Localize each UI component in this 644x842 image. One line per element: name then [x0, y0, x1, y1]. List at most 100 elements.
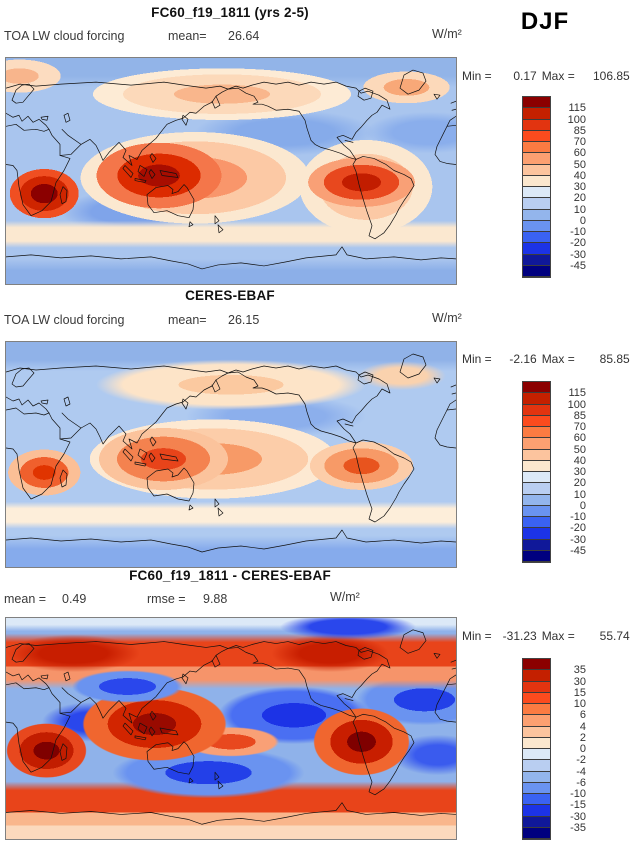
colorbar-segment [523, 243, 550, 255]
colorbar-tick-label: 70 [573, 136, 586, 148]
colorbar-tick-label: 20 [573, 192, 586, 205]
colorbar-segment [523, 726, 550, 738]
panel3-min-label: Min = [462, 629, 492, 643]
model-map [5, 57, 457, 285]
panel1-max-value: 106.85 [593, 69, 630, 83]
colorbar-tick-label: 0 [579, 499, 586, 512]
colorbar-segment [523, 670, 550, 682]
colorbar-segment [523, 153, 550, 165]
colorbar-segment [523, 232, 550, 244]
colorbar-segment [523, 187, 550, 199]
colorbar-segment [523, 539, 550, 551]
panel1-mean-value: 26.64 [228, 29, 260, 43]
colorbar-tick-label: 40 [573, 169, 586, 182]
panel3-rmse-value: 9.88 [203, 592, 228, 606]
colorbar-segment [523, 715, 550, 727]
season-label: DJF [520, 8, 570, 35]
colorbar-tick-label: 35 [573, 664, 586, 677]
colorbar-segment [523, 794, 550, 806]
colorbar-segment [523, 220, 550, 232]
colorbar-segment [523, 382, 550, 394]
colorbar-tick-label: 4 [579, 720, 586, 733]
colorbar-segment [523, 749, 550, 761]
colorbar-segment [523, 438, 550, 450]
colorbar-tick-label: 70 [573, 421, 586, 433]
colorbar-segment [523, 704, 550, 716]
colorbar-tick-label: 85 [573, 409, 586, 422]
obs-map [5, 341, 457, 568]
panel1-variable-label: TOA LW cloud forcing [4, 29, 125, 43]
colorbar-segment [523, 681, 550, 693]
panel1-minmax: Min = 0.17 Max = 106.85 [462, 69, 642, 83]
colorbar-segment [523, 737, 550, 749]
colorbar-tick-label: 30 [573, 466, 586, 478]
colorbar-segment [523, 494, 550, 506]
colorbar-segment [523, 427, 550, 439]
colorbar-tick-label: 6 [579, 709, 586, 722]
panel1-max-label: Max = [541, 69, 575, 83]
colorbar-segment [523, 393, 550, 405]
colorbar-segment [523, 550, 550, 562]
colorbar-tick-label: -20 [570, 237, 586, 250]
panel2-min-value: -2.16 [509, 352, 537, 366]
colorbar-segment [523, 517, 550, 529]
panel2-title: CERES-EBAF [185, 288, 275, 303]
panel2-max-value: 85.85 [599, 352, 630, 366]
panel2-mean-label: mean= [168, 313, 207, 327]
colorbar-tick-label: 100 [567, 398, 586, 411]
colorbar-segment [523, 209, 550, 221]
colorbar-tick-label: -10 [570, 788, 586, 800]
colorbar-segment [523, 404, 550, 416]
colorbar-tick-label: 0 [579, 214, 586, 227]
colorbar-segment [523, 254, 550, 266]
colorbar-tick-label: -2 [576, 754, 586, 767]
colorbar-segment [523, 760, 550, 772]
colorbar-segment [523, 265, 550, 277]
colorbar-segment [523, 142, 550, 154]
colorbar-tick-label: -30 [570, 248, 586, 261]
panel3-units: W/m² [330, 590, 360, 604]
colorbar-tick-label: 50 [573, 158, 586, 171]
colorbar-tick-label: 100 [567, 113, 586, 126]
panel1-min-label: Min = [462, 69, 492, 83]
coastline-overlay [6, 353, 456, 553]
colorbar-segment [523, 460, 550, 472]
colorbar-tick-label: 115 [568, 102, 586, 115]
colorbar-segment [523, 415, 550, 427]
colorbar-segment [523, 449, 550, 461]
coastline-overlay [6, 629, 456, 825]
colorbar-tick-label: -45 [570, 544, 586, 557]
colorbar-segment [523, 816, 550, 828]
panel2-minmax: Min = -2.16 Max = 85.85 [462, 352, 642, 366]
colorbar-tick-label: -10 [570, 511, 586, 523]
colorbar-segment [523, 483, 550, 495]
colorbar-tick-label: 60 [573, 432, 586, 445]
colorbar-tick-label: -15 [570, 799, 586, 812]
colorbar-tick-label: 10 [573, 203, 586, 216]
panel2-mean-value: 26.15 [228, 313, 260, 327]
panel3-max-value: 55.74 [599, 629, 630, 643]
panel1-colorbar: 115 100 85 70 60 50 40 30 20 10 0 -10 -20 -30 -45 [522, 96, 586, 278]
panel3-mean-label: mean = [4, 592, 47, 606]
colorbar-tick-label: 2 [579, 731, 586, 744]
colorbar-segment [523, 827, 550, 839]
colorbar-tick-label: 15 [573, 686, 586, 699]
panel3-minmax: Min = -31.23 Max = 55.74 [462, 629, 642, 643]
colorbar-tick-label: 50 [573, 443, 586, 456]
colorbar-segment [523, 164, 550, 176]
colorbar-segment [523, 659, 550, 671]
colorbar-tick-label: -35 [570, 821, 586, 834]
colorbar-tick-label: 20 [573, 477, 586, 490]
colorbar-tick-label: -4 [576, 765, 586, 778]
colorbar-segment [523, 108, 550, 120]
colorbar-segment [523, 505, 550, 517]
colorbar-segment [523, 805, 550, 817]
panel2-variable-label: TOA LW cloud forcing [4, 313, 125, 327]
colorbar-tick-label: -30 [570, 810, 586, 823]
colorbar-tick-label: 115 [568, 387, 586, 400]
colorbar-segment [523, 771, 550, 783]
colorbar-segment [523, 175, 550, 187]
panel3-min-value: -31.23 [502, 629, 537, 643]
panel3-max-label: Max = [541, 629, 575, 643]
